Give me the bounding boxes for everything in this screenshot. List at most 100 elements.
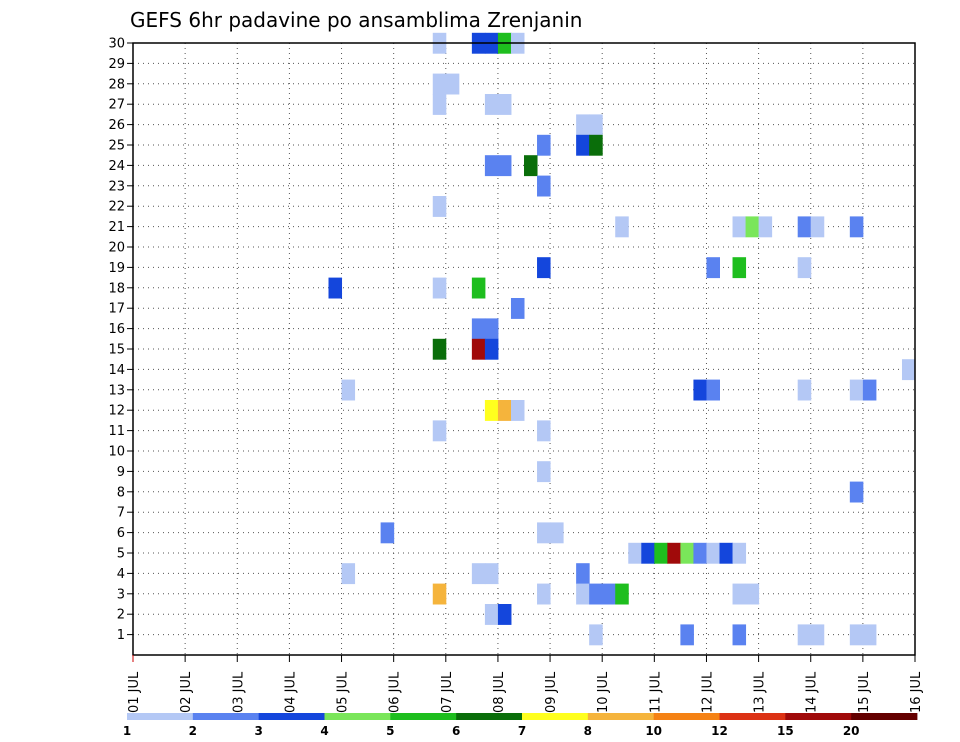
precip-cell [719,542,734,564]
x-tick-label: 03 JUL [231,671,246,713]
precip-cell [445,73,460,95]
legend-label: 20 [843,724,860,738]
precip-cell [484,94,499,115]
precip-cell [849,379,864,401]
precip-cell [732,624,747,646]
precip-cell [537,461,551,483]
legend-swatch [522,713,589,720]
x-tick-label: 01 JUL [127,671,142,713]
precip-cell [484,400,499,421]
precip-cell [537,420,551,442]
precip-cell [693,542,707,564]
precip-cell [758,216,773,238]
precip-cell [862,624,877,646]
precip-cell [524,155,538,177]
legend-swatch [719,713,786,720]
x-tick-label: 05 JUL [336,671,351,713]
y-tick-label: 27 [108,98,125,113]
precip-cell [589,134,603,156]
y-tick-label: 18 [108,281,125,296]
precip-cell [693,379,707,401]
y-tick-label: 19 [108,261,125,276]
y-tick-label: 14 [108,363,125,378]
precip-cell [732,542,747,564]
x-tick-label: 02 JUL [179,671,194,713]
y-tick-label: 9 [117,465,125,480]
precip-cell [589,624,603,646]
precip-cell [537,522,551,544]
y-tick-label: 2 [117,608,125,623]
x-tick-label: 13 JUL [753,671,768,713]
precip-cell [484,155,499,177]
legend-label: 6 [452,724,460,738]
x-tick-label: 07 JUL [440,671,455,713]
precip-cell [589,114,603,136]
precip-cell [484,563,499,585]
legend-label: 7 [518,724,526,738]
precip-cell [745,216,760,238]
y-tick-label: 21 [108,220,125,235]
precip-cell [901,359,916,381]
precip-cell [537,257,551,279]
precip-cell [484,318,499,340]
x-tick-label: 12 JUL [700,671,715,713]
precip-cell [810,624,825,646]
precip-cell [667,542,681,564]
y-tick-label: 1 [117,628,125,643]
precip-cell [732,257,747,279]
precip-cell [849,481,864,503]
x-tick-label: 10 JUL [596,671,611,713]
y-tick-label: 16 [108,322,125,337]
precip-cell [797,257,812,279]
legend-swatch [587,713,655,720]
y-tick-label: 29 [108,57,125,72]
precip-cell [602,583,616,605]
precip-cell [706,542,720,564]
y-tick-label: 30 [108,37,125,52]
chart-title: GEFS 6hr padavine po ansamblima Zrenjani… [130,8,582,32]
y-tick-label: 11 [108,424,125,439]
precip-cell [432,73,447,95]
precip-cell [641,542,655,564]
y-tick-label: 17 [108,302,125,317]
y-tick-label: 23 [108,179,125,194]
precipitation-cells [328,32,916,646]
legend-swatch [258,713,325,720]
legend-swatch [127,713,194,720]
y-tick-label: 12 [108,404,125,419]
legend-label: 10 [645,724,662,738]
y-tick-label: 25 [108,139,125,154]
x-axis: 01 JUL 02 JUL 03 JUL 04 JUL 05 JUL 06 JUL 07 J… [127,655,924,713]
legend-label: 5 [386,724,394,738]
precip-cell [680,624,694,646]
x-tick-label: 14 JUL [805,671,820,713]
legend-swatch [456,713,523,720]
y-tick-label: 8 [117,485,125,500]
precip-cell [732,583,747,605]
y-tick-label: 5 [117,547,125,562]
precip-cell [497,604,512,625]
precip-cell [471,563,486,585]
y-tick-label: 3 [117,587,125,602]
precip-cell [432,338,447,360]
legend-label: 3 [254,724,262,738]
precip-cell [615,216,629,238]
y-axis: 1234567891011121314151617181920212223242… [108,37,133,643]
y-tick-label: 6 [117,526,125,541]
precip-cell [471,277,486,299]
legend-label: 2 [189,724,197,738]
legend-label: 4 [320,724,328,738]
precip-cell [797,624,812,646]
precip-cell [628,542,642,564]
legend-label: 15 [777,724,794,738]
precip-cell [471,338,486,360]
y-tick-label: 7 [117,506,125,521]
x-tick-label: 08 JUL [492,671,507,713]
precip-cell [576,114,590,136]
precip-cell [484,604,499,625]
precip-cell [510,298,525,319]
precip-cell [537,583,551,605]
precip-cell [432,196,447,217]
precip-cell [484,338,499,360]
